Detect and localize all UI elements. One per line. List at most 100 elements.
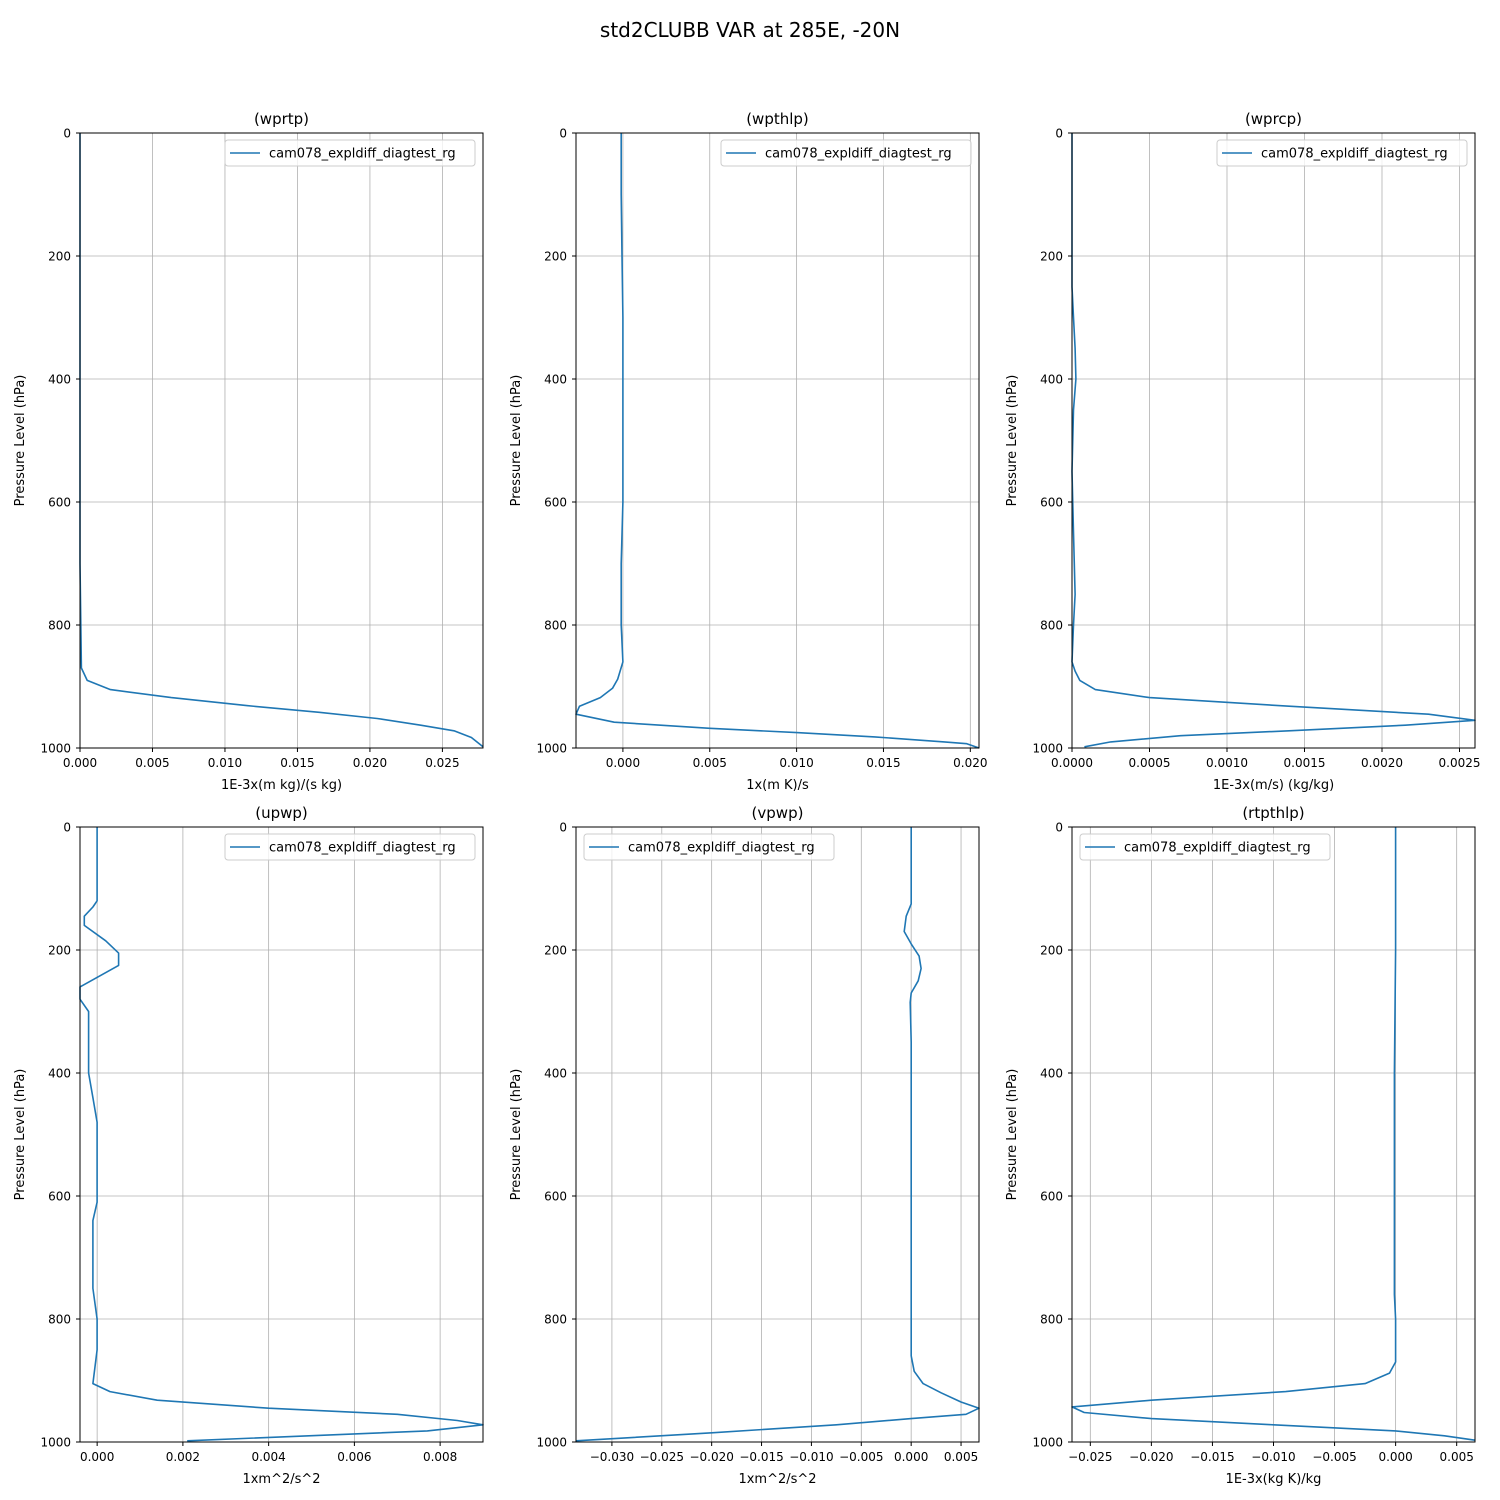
panel-2: 0.000 0.005 0.010 0.015 0.020 0 200 400 600 800 10… [509, 110, 987, 793]
panel-5: −0.030 −0.025 −0.020 −0.015 −0.010 −0.005 0.00… [509, 804, 980, 1487]
y-tick-label: 600 [48, 1190, 71, 1204]
y-tick-label: 1000 [1032, 1436, 1063, 1450]
series-line [79, 827, 484, 1442]
x-tick-label: 0.005 [1440, 1450, 1474, 1464]
y-tick-label: 200 [544, 944, 567, 958]
panel-title: (wprcp) [1245, 110, 1302, 128]
y-tick-label: 400 [1040, 373, 1063, 387]
panel-4: 0.000 0.002 0.004 0.006 0.008 0 200 400 600 800 10… [13, 804, 484, 1487]
panels-container: 0.000 0.005 0.010 0.015 0.020 0.025 0 200 400 600… [13, 110, 1481, 1487]
axes-frame [79, 132, 484, 749]
y-tick-label: 1000 [536, 1436, 567, 1450]
y-tick-label: 1000 [536, 742, 567, 756]
y-tick-label: 400 [1040, 1067, 1063, 1081]
x-axis-label: 1xm^2/s^2 [242, 1472, 320, 1487]
y-tick-label: 600 [48, 496, 71, 510]
y-tick-label: 400 [544, 1067, 567, 1081]
x-tick-label: 0.000 [63, 756, 97, 770]
x-axis-label: 1xm^2/s^2 [738, 1472, 816, 1487]
y-axis-label: Pressure Level (hPa) [13, 1069, 28, 1201]
x-tick-label: −0.005 [1312, 1450, 1356, 1464]
legend-box [224, 833, 476, 861]
y-axis-label: Pressure Level (hPa) [509, 375, 524, 507]
legend-label: cam078_expldiff_diagtest_rg [269, 147, 456, 162]
x-tick-label: 0.005 [693, 756, 727, 770]
panel-3: 0.0000 0.0005 0.0010 0.0015 0.0020 0.0025 0 200… [1005, 110, 1481, 793]
x-tick-label: 0.010 [779, 756, 813, 770]
x-tick-label: 0.0025 [1439, 756, 1481, 770]
legend: cam078_expldiff_diagtest_rg [1216, 139, 1468, 167]
panel-6: −0.025 −0.020 −0.015 −0.010 −0.005 0.000 0.005… [1005, 804, 1476, 1487]
y-axis-label: Pressure Level (hPa) [1005, 1069, 1020, 1201]
panel-title: (wpthlp) [746, 110, 809, 128]
x-tick-label: 0.015 [280, 756, 314, 770]
y-tick-label: 0 [1055, 127, 1063, 141]
y-tick-label: 0 [1055, 821, 1063, 835]
legend: cam078_expldiff_diagtest_rg [224, 139, 476, 167]
x-tick-label: 0.0005 [1129, 756, 1171, 770]
x-tick-label: 0.000 [606, 756, 640, 770]
y-tick-label: 400 [48, 1067, 71, 1081]
y-tick-label: 0 [63, 127, 71, 141]
x-tick-label: 0.000 [1378, 1450, 1412, 1464]
y-tick-label: 400 [48, 373, 71, 387]
y-tick-label: 400 [544, 373, 567, 387]
legend: cam078_expldiff_diagtest_rg [720, 139, 972, 167]
y-tick-label: 200 [1040, 250, 1063, 264]
y-tick-label: 200 [48, 944, 71, 958]
x-tick-label: −0.010 [1251, 1450, 1295, 1464]
y-axis-label: Pressure Level (hPa) [509, 1069, 524, 1201]
axes-frame [575, 826, 980, 1443]
y-tick-label: 800 [1040, 1313, 1063, 1327]
legend-label: cam078_expldiff_diagtest_rg [765, 147, 952, 162]
x-axis-label: 1E-3x(m/s) (kg/kg) [1213, 778, 1334, 793]
axes-frame [79, 826, 484, 1443]
x-tick-label: −0.030 [590, 1450, 634, 1464]
legend: cam078_expldiff_diagtest_rg [1079, 833, 1331, 861]
y-tick-label: 0 [63, 821, 71, 835]
y-tick-label: 200 [48, 250, 71, 264]
legend: cam078_expldiff_diagtest_rg [224, 833, 476, 861]
y-tick-label: 1000 [1032, 742, 1063, 756]
legend-label: cam078_expldiff_diagtest_rg [628, 841, 815, 856]
legend-label: cam078_expldiff_diagtest_rg [1261, 147, 1448, 162]
x-tick-label: 0.008 [423, 1450, 457, 1464]
x-tick-label: 0.020 [953, 756, 987, 770]
y-tick-label: 1000 [40, 742, 71, 756]
x-tick-label: 0.0000 [1051, 756, 1093, 770]
x-tick-label: 0.010 [208, 756, 242, 770]
x-tick-label: −0.015 [739, 1450, 783, 1464]
series-line [575, 827, 980, 1442]
series-line [1071, 827, 1476, 1441]
y-tick-label: 800 [48, 619, 71, 633]
panel-title: (rtpthlp) [1242, 804, 1304, 822]
legend-box [1079, 833, 1331, 861]
x-tick-label: 0.020 [353, 756, 387, 770]
y-axis-label: Pressure Level (hPa) [13, 375, 28, 507]
legend-box [1216, 139, 1468, 167]
panel-title: (wprtp) [254, 110, 309, 128]
x-tick-label: 0.000 [80, 1450, 114, 1464]
panel-title: (upwp) [255, 804, 308, 822]
legend-box [224, 139, 476, 167]
y-tick-label: 0 [559, 127, 567, 141]
y-tick-label: 0 [559, 821, 567, 835]
panel-1: 0.000 0.005 0.010 0.015 0.020 0.025 0 200 400 600… [13, 110, 484, 793]
legend-box [720, 139, 972, 167]
y-tick-label: 800 [544, 619, 567, 633]
legend-box [583, 833, 835, 861]
x-tick-label: −0.020 [1129, 1450, 1173, 1464]
axes-frame [1071, 132, 1476, 749]
x-tick-label: 0.006 [337, 1450, 371, 1464]
x-tick-label: 0.0020 [1361, 756, 1403, 770]
legend-label: cam078_expldiff_diagtest_rg [269, 841, 456, 856]
y-tick-label: 800 [544, 1313, 567, 1327]
legend: cam078_expldiff_diagtest_rg [583, 833, 835, 861]
x-tick-label: 0.000 [894, 1450, 928, 1464]
y-tick-label: 200 [1040, 944, 1063, 958]
y-tick-label: 600 [1040, 1190, 1063, 1204]
y-tick-label: 600 [544, 1190, 567, 1204]
y-tick-label: 1000 [40, 1436, 71, 1450]
y-tick-label: 800 [1040, 619, 1063, 633]
